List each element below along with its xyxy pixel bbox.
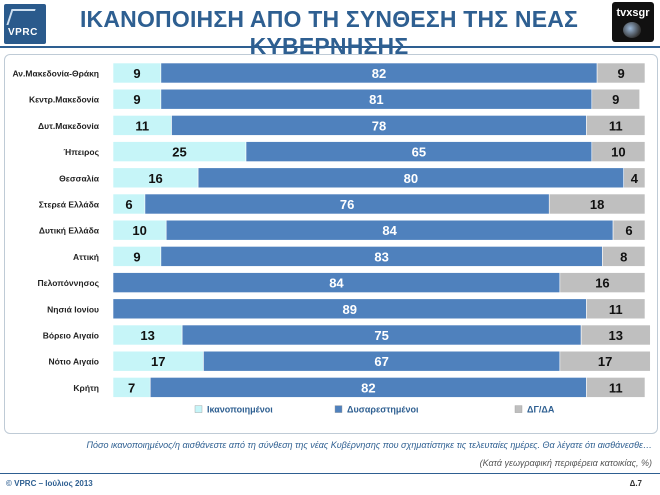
data-label: 9: [612, 92, 619, 107]
data-label: 11: [135, 118, 149, 133]
data-label: 82: [361, 380, 375, 395]
data-label: 8: [620, 249, 627, 264]
data-label: 65: [412, 145, 426, 160]
data-label: 6: [125, 197, 132, 212]
vprc-logo-mark: [6, 9, 36, 25]
data-label: 10: [611, 145, 625, 160]
footer-divider: [0, 473, 660, 474]
legend-label: Δυσαρεστημένοι: [347, 405, 419, 415]
data-label: 9: [133, 249, 140, 264]
data-label: 16: [595, 276, 609, 291]
data-label: 13: [140, 328, 154, 343]
category-label: Δυτ.Μακεδονία: [38, 121, 100, 131]
category-label: Δυτική Ελλάδα: [39, 226, 100, 236]
data-label: 17: [151, 354, 165, 369]
survey-note: (Κατά γεωγραφική περιφέρεια κατοικίας, %…: [479, 458, 652, 468]
data-label: 7: [128, 380, 135, 395]
chart-frame: Αν.Μακεδονία-Θράκη 9 82 9 Κεντρ.Μακεδονία 9 81…: [4, 54, 658, 434]
page-title: ΙΚΑΝΟΠΟΙΗΣΗ ΑΠΟ ΤΗ ΣΥΝΘΕΣΗ ΤΗΣ ΝΕΑΣ ΚΥΒΕ…: [79, 6, 579, 59]
category-label: Πελοπόννησος: [37, 278, 99, 288]
category-label: Θεσσαλία: [59, 173, 100, 183]
data-label: 82: [372, 66, 386, 81]
bar-segment: [586, 298, 646, 320]
data-label: 81: [369, 92, 383, 107]
bar-segment: [559, 272, 646, 293]
vprc-logo: VPRC: [4, 4, 46, 44]
data-label: 4: [631, 171, 639, 186]
data-label: 76: [340, 197, 354, 212]
data-label: 25: [172, 145, 186, 160]
bar-segment: [612, 219, 646, 241]
category-label: Κρήτη: [73, 383, 99, 393]
data-label: 11: [609, 302, 623, 317]
data-label: 16: [148, 171, 162, 186]
data-label: 9: [617, 66, 624, 81]
bar-segment: [586, 377, 646, 398]
data-label: 18: [590, 197, 604, 212]
category-label: Στερεά Ελλάδα: [39, 200, 100, 210]
category-label: Αττική: [73, 252, 99, 262]
bar-segment: [591, 141, 646, 162]
copyright: © VPRC – Ιούλιος 2013: [6, 479, 93, 488]
header-divider: [0, 46, 660, 48]
bar-segment: [559, 350, 651, 372]
survey-question: Πόσο ικανοποιημένος/η αισθάνεστε από τη …: [86, 440, 652, 450]
bar-segment: [602, 246, 646, 267]
bar-segment: [591, 88, 640, 110]
vprc-logo-text: VPRC: [8, 27, 38, 38]
tvxs-logo: tvxsgr: [612, 2, 654, 42]
data-label: 75: [374, 328, 388, 343]
bar-segment: [580, 324, 651, 346]
data-label: 6: [625, 223, 632, 238]
data-label: 84: [382, 223, 397, 238]
legend-swatch: [514, 405, 523, 413]
data-label: 80: [404, 171, 418, 186]
category-label: Ήπειρος: [64, 147, 100, 157]
legend-swatch: [194, 405, 203, 413]
data-label: 78: [372, 118, 386, 133]
category-label: Βόρειο Αιγαίο: [43, 331, 99, 341]
bar-segment: [586, 115, 646, 136]
data-label: 83: [374, 249, 388, 264]
data-label: 11: [609, 380, 623, 395]
data-label: 17: [598, 354, 612, 369]
data-label: 13: [609, 328, 623, 343]
tvxs-logo-text: tvxsgr: [616, 7, 650, 19]
data-label: 10: [132, 223, 146, 238]
data-label: 11: [609, 118, 623, 133]
data-label: 89: [343, 302, 357, 317]
header: VPRC ΙΚΑΝΟΠΟΙΗΣΗ ΑΠΟ ΤΗ ΣΥΝΘΕΣΗ ΤΗΣ ΝΕΑΣ…: [0, 0, 660, 59]
data-label: 9: [133, 66, 140, 81]
category-label: Νησιά Ιονίου: [47, 304, 99, 314]
category-label: Νότιο Αιγαίο: [49, 357, 100, 367]
bar-segment: [623, 167, 646, 189]
data-label: 9: [133, 92, 140, 107]
data-label: 67: [374, 354, 388, 369]
legend-label: Ικανοποιημένοι: [207, 405, 273, 415]
legend-label: ΔΓ/ΔΑ: [527, 405, 555, 415]
page-number: Δ.7: [629, 479, 642, 488]
globe-icon: [623, 22, 641, 38]
bar-segment: [596, 62, 646, 84]
category-label: Κεντρ.Μακεδονία: [29, 95, 100, 105]
legend-swatch: [334, 405, 343, 413]
category-label: Αν.Μακεδονία-Θράκη: [12, 69, 99, 79]
bar-segment: [548, 193, 646, 215]
data-label: 84: [329, 276, 344, 291]
